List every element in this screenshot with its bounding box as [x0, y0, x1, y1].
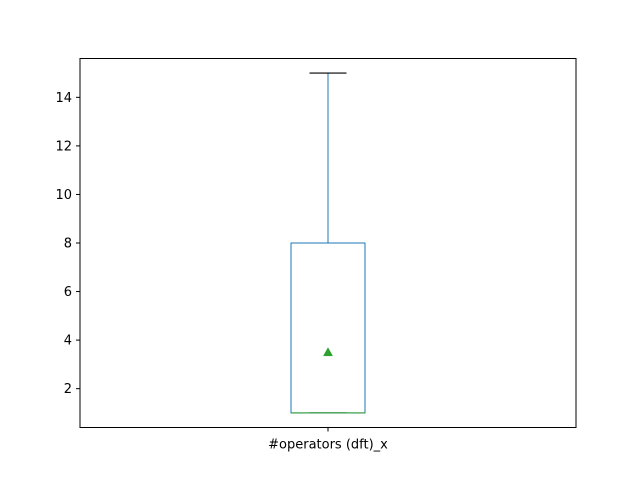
- y-tick-label: 14: [55, 91, 72, 106]
- y-axis: 2 4 6 8 10 12 14: [55, 91, 80, 397]
- y-tick-label: 10: [55, 188, 72, 203]
- x-tick-label: #operators (dft)_x: [268, 438, 388, 453]
- y-tick-label: 12: [55, 139, 72, 154]
- chart-marks: [290, 72, 366, 414]
- plot-frame: [79, 58, 577, 428]
- y-tick-label: 6: [64, 285, 72, 300]
- y-tick-label: 8: [64, 237, 72, 252]
- y-tick-label: 4: [64, 334, 72, 349]
- y-tick-label: 2: [64, 382, 72, 397]
- x-axis: #operators (dft)_x: [268, 427, 388, 453]
- mean-marker: [323, 347, 333, 357]
